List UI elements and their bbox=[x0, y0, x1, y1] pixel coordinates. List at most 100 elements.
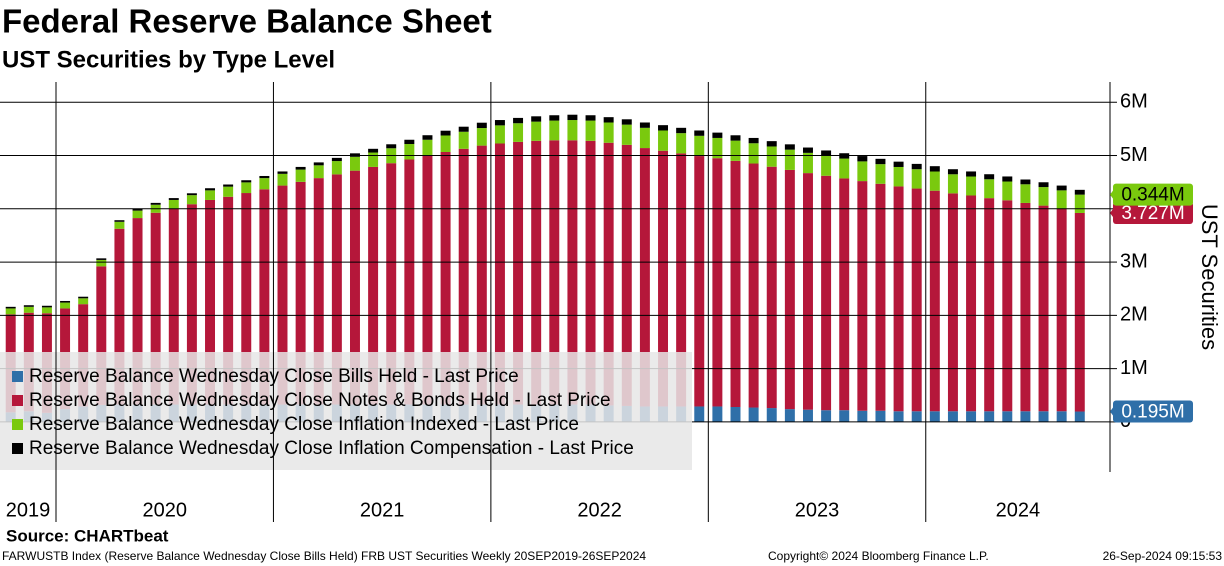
bar-segment bbox=[875, 183, 886, 411]
bar-segment bbox=[947, 169, 958, 175]
bar-segment bbox=[114, 220, 125, 222]
bar-segment bbox=[241, 180, 252, 183]
bar-segment bbox=[259, 178, 270, 190]
bar-segment bbox=[712, 406, 723, 422]
bar-segment bbox=[621, 124, 632, 145]
bar-segment bbox=[784, 149, 795, 170]
bar-segment bbox=[476, 128, 487, 146]
last-value-pointer bbox=[1110, 204, 1116, 221]
last-value-pointer bbox=[1110, 403, 1116, 420]
legend-label: Reserve Balance Wednesday Close Inflatio… bbox=[29, 438, 634, 459]
bar-segment bbox=[60, 300, 71, 303]
bar-segment bbox=[1002, 200, 1013, 412]
bar-segment bbox=[422, 155, 433, 405]
bar-segment bbox=[621, 119, 632, 125]
bar-segment bbox=[205, 190, 216, 200]
bar-segment bbox=[440, 130, 451, 136]
bar-segment bbox=[1038, 187, 1049, 206]
bar-segment bbox=[911, 163, 922, 170]
bar-segment bbox=[1056, 208, 1067, 412]
bar-segment bbox=[78, 296, 89, 299]
bar-segment bbox=[458, 126, 469, 132]
bar-segment bbox=[893, 186, 904, 412]
bar-segment bbox=[295, 169, 306, 182]
bar-segment bbox=[839, 158, 850, 179]
bar-segment bbox=[277, 171, 288, 174]
legend-label: Reserve Balance Wednesday Close Notes & … bbox=[29, 390, 611, 411]
bar-segment bbox=[476, 122, 487, 129]
bar-segment bbox=[802, 173, 813, 410]
bar-segment bbox=[802, 409, 813, 422]
bar-segment bbox=[694, 156, 705, 407]
bar-segment bbox=[259, 189, 270, 405]
bar-segment bbox=[730, 140, 741, 161]
legend-box bbox=[0, 352, 692, 470]
bar-segment bbox=[929, 171, 940, 191]
bar-segment bbox=[458, 131, 469, 149]
bar-segment bbox=[694, 130, 705, 136]
bar-segment bbox=[893, 161, 904, 167]
bar-segment bbox=[821, 410, 832, 422]
x-tick-label: 2024 bbox=[996, 499, 1041, 521]
bar-segment bbox=[893, 166, 904, 187]
bar-segment bbox=[748, 163, 759, 408]
bar-segment bbox=[802, 147, 813, 153]
bar-segment bbox=[1074, 212, 1085, 412]
bar-segment bbox=[295, 181, 306, 405]
bar-segment bbox=[368, 148, 379, 153]
bar-segment bbox=[857, 410, 868, 422]
bar-segment bbox=[748, 407, 759, 422]
legend-swatch bbox=[12, 395, 23, 406]
bar-segment bbox=[150, 212, 161, 405]
bar-segment bbox=[241, 182, 252, 194]
bar-segment bbox=[567, 120, 578, 141]
bar-segment bbox=[132, 218, 143, 405]
bar-segment bbox=[712, 137, 723, 159]
bar-segment bbox=[5, 306, 16, 309]
source: Source: CHARTbeat bbox=[6, 526, 169, 545]
bar-segment bbox=[241, 193, 252, 405]
bar-segment bbox=[1038, 182, 1049, 188]
bar-segment bbox=[132, 209, 143, 211]
bar-segment bbox=[875, 164, 886, 184]
copyright: Copyright© 2024 Bloomberg Finance L.P. bbox=[768, 549, 989, 563]
bar-segment bbox=[639, 127, 650, 149]
x-tick-label: 2023 bbox=[795, 499, 840, 521]
bar-segment bbox=[658, 125, 669, 131]
bar-segment bbox=[1020, 411, 1031, 422]
last-value-label: 3.727M bbox=[1121, 203, 1184, 224]
bar-segment bbox=[893, 411, 904, 422]
bar-segment bbox=[929, 411, 940, 422]
bar-segment bbox=[277, 173, 288, 186]
last-value-box bbox=[1113, 183, 1193, 206]
bar-segment bbox=[1020, 184, 1031, 203]
bar-segment bbox=[440, 152, 451, 405]
timestamp: 26-Sep-2024 09:15:53 bbox=[1103, 549, 1223, 563]
legend-swatch bbox=[12, 419, 23, 430]
bar-segment bbox=[784, 169, 795, 410]
bar-segment bbox=[947, 193, 958, 412]
legend-swatch bbox=[12, 371, 23, 382]
bar-segment bbox=[186, 193, 197, 196]
bar-segment bbox=[984, 179, 995, 199]
bar-segment bbox=[639, 148, 650, 407]
bar-segment bbox=[857, 161, 868, 182]
bar-segment bbox=[1038, 205, 1049, 412]
last-value-box bbox=[1113, 400, 1193, 423]
bar-segment bbox=[621, 144, 632, 406]
bar-segment bbox=[422, 139, 433, 156]
bar-segment bbox=[96, 259, 107, 267]
last-value-box bbox=[1113, 201, 1193, 224]
chart-subtitle: UST Securities by Type Level bbox=[2, 46, 335, 73]
bar-segment bbox=[277, 185, 288, 405]
bar-segment bbox=[186, 195, 197, 205]
bar-segment bbox=[694, 135, 705, 157]
bar-segment bbox=[41, 305, 52, 308]
bar-segment bbox=[513, 117, 524, 124]
bar-segment bbox=[331, 157, 342, 162]
bar-segment bbox=[911, 169, 922, 189]
bar-segment bbox=[23, 306, 34, 313]
bar-segment bbox=[603, 122, 614, 143]
bar-segment bbox=[712, 132, 723, 138]
